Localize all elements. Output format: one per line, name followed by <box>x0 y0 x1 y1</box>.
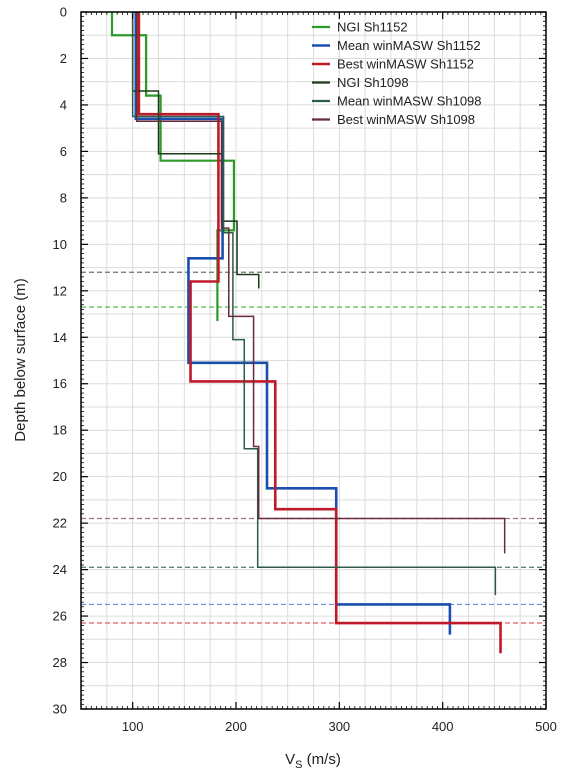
y-tick-label: 28 <box>53 655 67 670</box>
y-tick-label: 22 <box>53 516 67 531</box>
x-tick-label: 300 <box>328 719 350 734</box>
y-axis-label: Depth below surface (m) <box>12 278 29 441</box>
legend-item: NGI Sh1152 <box>312 20 408 35</box>
legend-item: Best winMASW Sh1152 <box>312 57 474 72</box>
x-axis-label: VS (m/s) <box>285 751 341 771</box>
y-tick-label: 0 <box>60 5 67 20</box>
legend-label: Best winMASW Sh1152 <box>337 57 474 72</box>
series-line <box>110 12 236 321</box>
x-tick-label: 400 <box>432 719 454 734</box>
legend-item: NGI Sh1098 <box>312 75 409 90</box>
x-tick-label: 200 <box>225 719 247 734</box>
x-tick-label: 500 <box>535 719 557 734</box>
series-lines <box>110 12 506 654</box>
y-tick-label: 8 <box>60 190 67 205</box>
legend-item: Best winMASW Sh1098 <box>312 112 475 127</box>
major-ticks <box>81 11 547 710</box>
legend-label: Mean winMASW Sh1098 <box>337 94 482 109</box>
y-tick-label: 18 <box>53 423 67 438</box>
y-tick-label: 26 <box>53 609 67 624</box>
grid <box>81 12 546 709</box>
series-line <box>137 12 502 654</box>
plot-frame <box>80 11 547 710</box>
y-tick-label: 14 <box>53 330 67 345</box>
legend-label: Mean winMASW Sh1152 <box>337 38 481 53</box>
legend-item: Mean winMASW Sh1098 <box>312 94 482 109</box>
series-line <box>134 12 452 635</box>
legend: NGI Sh1152 Mean winMASW Sh1152 Best winMAS… <box>312 20 482 127</box>
legend-label: Best winMASW Sh1098 <box>337 112 475 127</box>
legend-item: Mean winMASW Sh1152 <box>312 38 481 53</box>
y-tick-label: 24 <box>53 562 67 577</box>
legend-label: NGI Sh1152 <box>337 20 408 35</box>
y-tick-label: 2 <box>60 51 67 66</box>
series-line <box>136 12 506 554</box>
x-tick-label: 100 <box>122 719 144 734</box>
y-tick-label: 16 <box>53 376 67 391</box>
x-tick-labels: 100 200 300 400 500 <box>122 719 557 734</box>
series-line <box>131 12 497 596</box>
y-tick-label: 20 <box>53 469 67 484</box>
legend-label: NGI Sh1098 <box>337 75 409 90</box>
y-tick-label: 30 <box>53 702 67 717</box>
y-tick-label: 4 <box>60 97 67 112</box>
y-tick-label: 12 <box>53 283 67 298</box>
y-tick-label: 6 <box>60 144 67 159</box>
y-tick-label: 10 <box>53 237 67 252</box>
